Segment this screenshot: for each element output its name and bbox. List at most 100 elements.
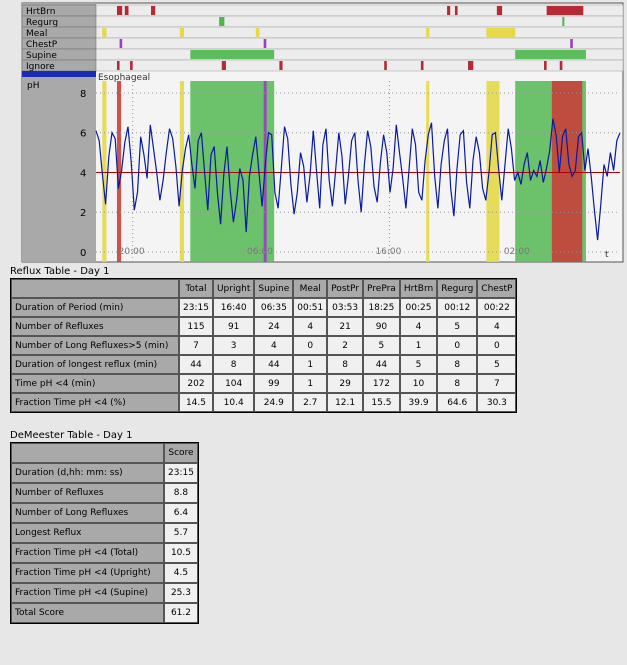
demeester-score-cell: 61.2	[164, 603, 198, 623]
reflux-col-header: ChestP	[477, 279, 517, 298]
reflux-cell: 115	[179, 317, 213, 336]
event-track	[21, 26, 624, 39]
reflux-cell: 7	[477, 374, 517, 393]
ph-band-reflux	[551, 81, 583, 262]
ph-y-tick-label: 4	[80, 168, 86, 179]
reflux-cell: 0	[293, 336, 328, 355]
reflux-col-header: Total	[179, 279, 213, 298]
event-track-label: HrtBrn	[26, 7, 55, 17]
demeester-table-row: Fraction Time pH <4 (Total) 10.5	[11, 543, 198, 563]
time-end-marker: t	[605, 250, 609, 260]
ph-band-supine	[190, 81, 275, 262]
reflux-cell: 24	[254, 317, 294, 336]
reflux-row-label: Number of Long Refluxes>5 (min)	[11, 336, 179, 355]
ph-y-tick-label: 0	[80, 248, 86, 259]
reflux-cell: 03:53	[327, 298, 364, 317]
event-track-label: ChestP	[26, 40, 58, 50]
reflux-table-row: Duration of longest reflux (min) 44 8 44 1 8 4…	[11, 355, 517, 374]
reflux-table-row: Number of Refluxes 115 91 24 4 21 90 4 5 4	[11, 317, 517, 336]
reflux-cell: 12.1	[327, 393, 364, 412]
reflux-cell: 5	[399, 355, 438, 374]
reflux-cell: 4	[399, 317, 438, 336]
reflux-cell: 2	[327, 336, 364, 355]
demeester-table-row: Longest Reflux 5.7	[11, 523, 198, 543]
demeester-table-row: Number of Long Refluxes 6.4	[11, 503, 198, 523]
reflux-cell: 00:51	[293, 298, 328, 317]
ph-chart-title: Esophageal	[98, 73, 150, 83]
reflux-table: Total Upright Supine Meal PostPr PrePra HrtBrn…	[10, 278, 518, 413]
ph-y-tick-label: 8	[80, 89, 86, 100]
reflux-cell: 06:35	[254, 298, 294, 317]
reflux-cell: 99	[254, 374, 294, 393]
demeester-table-title: DeMeester Table - Day 1	[10, 430, 133, 441]
reflux-cell: 8	[212, 355, 255, 374]
event-marker	[496, 6, 503, 15]
demeester-table-row: Fraction Time pH <4 (Supine) 25.3	[11, 583, 198, 603]
event-track	[21, 59, 624, 72]
demeester-row-label: Fraction Time pH <4 (Supine)	[11, 583, 164, 603]
demeester-score-cell: 10.5	[164, 543, 198, 563]
reflux-cell: 1	[293, 355, 328, 374]
demeester-table-corner	[11, 443, 164, 463]
reflux-cell: 24.9	[254, 393, 294, 412]
reflux-col-header: Meal	[293, 279, 328, 298]
reflux-cell: 29	[327, 374, 364, 393]
event-marker	[179, 28, 185, 37]
reflux-cell: 104	[212, 374, 255, 393]
reflux-cell: 90	[363, 317, 400, 336]
demeester-table-row: Duration (d,hh: mm: ss) 23:15	[11, 463, 198, 483]
event-track	[21, 4, 624, 17]
reflux-cell: 21	[327, 317, 364, 336]
reflux-cell: 00:25	[399, 298, 438, 317]
ph-band-meal	[426, 81, 430, 262]
reflux-cell: 7	[179, 336, 213, 355]
reflux-cell: 202	[179, 374, 213, 393]
event-track	[21, 37, 624, 50]
event-marker	[454, 6, 458, 15]
demeester-score-cell: 8.8	[164, 483, 198, 503]
event-marker	[151, 6, 156, 15]
reflux-cell: 44	[179, 355, 213, 374]
event-marker	[116, 61, 120, 70]
ph-series-line	[95, 118, 621, 241]
event-marker	[486, 28, 516, 37]
ph-y-tick-label: 6	[80, 129, 86, 140]
demeester-row-label: Longest Reflux	[11, 523, 164, 543]
demeester-score-cell: 23:15	[164, 463, 198, 483]
event-marker	[570, 39, 573, 48]
demeester-score-cell: 6.4	[164, 503, 198, 523]
event-marker	[515, 50, 586, 59]
reflux-cell: 30.3	[477, 393, 517, 412]
event-marker	[263, 39, 267, 48]
event-track-label: Meal	[26, 29, 47, 39]
demeester-score-header: Score	[164, 443, 198, 463]
demeester-score-cell: 4.5	[164, 563, 198, 583]
reflux-cell: 5	[363, 336, 400, 355]
reflux-col-header: Regurg	[437, 279, 478, 298]
event-marker	[279, 61, 283, 70]
event-marker	[384, 61, 387, 70]
reflux-table-title: Reflux Table - Day 1	[10, 266, 110, 277]
reflux-table-row: Duration of Period (min) 23:15 16:40 06:35 0…	[11, 298, 517, 317]
event-track-label: Ignore	[26, 62, 55, 72]
event-marker	[426, 28, 430, 37]
reflux-col-header: Supine	[254, 279, 294, 298]
reflux-cell: 39.9	[399, 393, 438, 412]
reflux-row-label: Duration of Period (min)	[11, 298, 179, 317]
ph-axis-label: pH	[27, 81, 39, 91]
reflux-row-label: Number of Refluxes	[11, 317, 179, 336]
reflux-cell: 91	[212, 317, 255, 336]
reflux-cell: 5	[477, 355, 517, 374]
reflux-cell: 3	[212, 336, 255, 355]
reflux-cell: 15.5	[363, 393, 400, 412]
reflux-table-corner	[11, 279, 179, 298]
reflux-cell: 4	[477, 317, 517, 336]
event-marker	[221, 61, 226, 70]
reflux-col-header: HrtBrn	[399, 279, 438, 298]
event-marker	[119, 39, 123, 48]
demeester-score-cell: 5.7	[164, 523, 198, 543]
demeester-table-row: Fraction Time pH <4 (Upright) 4.5	[11, 563, 198, 583]
reflux-cell: 10	[399, 374, 438, 393]
demeester-row-label: Duration (d,hh: mm: ss)	[11, 463, 164, 483]
